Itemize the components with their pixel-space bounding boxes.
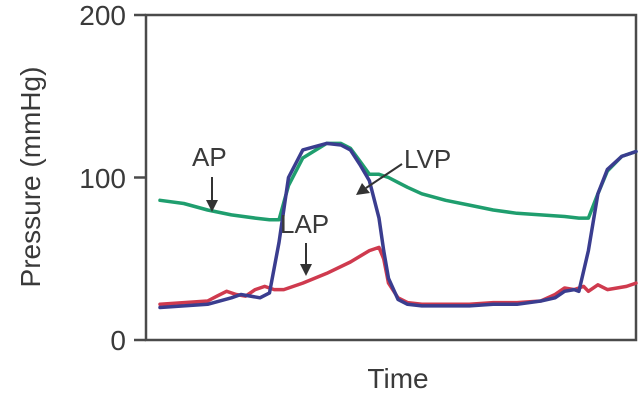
annotation-label-ap: AP bbox=[192, 142, 227, 172]
annotation-arrowhead-lap bbox=[300, 264, 312, 276]
annotation-lap: LAP bbox=[280, 209, 329, 276]
annotation-label-lap: LAP bbox=[280, 209, 329, 239]
x-axis-title: Time bbox=[367, 363, 428, 394]
annotation-arrowhead-lvp bbox=[356, 183, 370, 195]
series-layer bbox=[158, 141, 638, 310]
y-tick-label-200: 200 bbox=[79, 0, 126, 31]
y-tick-label-100: 100 bbox=[79, 163, 126, 194]
y-tick-label-0: 0 bbox=[110, 325, 126, 356]
annotation-arrow-lvp bbox=[365, 163, 403, 189]
annotation-arrowhead-ap bbox=[206, 200, 218, 212]
y-axis-title: Pressure (mmHg) bbox=[15, 67, 46, 288]
annotation-lvp: LVP bbox=[356, 144, 451, 195]
annotation-label-lvp: LVP bbox=[404, 144, 451, 174]
annotation-ap: AP bbox=[192, 142, 227, 212]
series-line-ap bbox=[158, 141, 638, 222]
series-line-lvp bbox=[158, 141, 638, 310]
